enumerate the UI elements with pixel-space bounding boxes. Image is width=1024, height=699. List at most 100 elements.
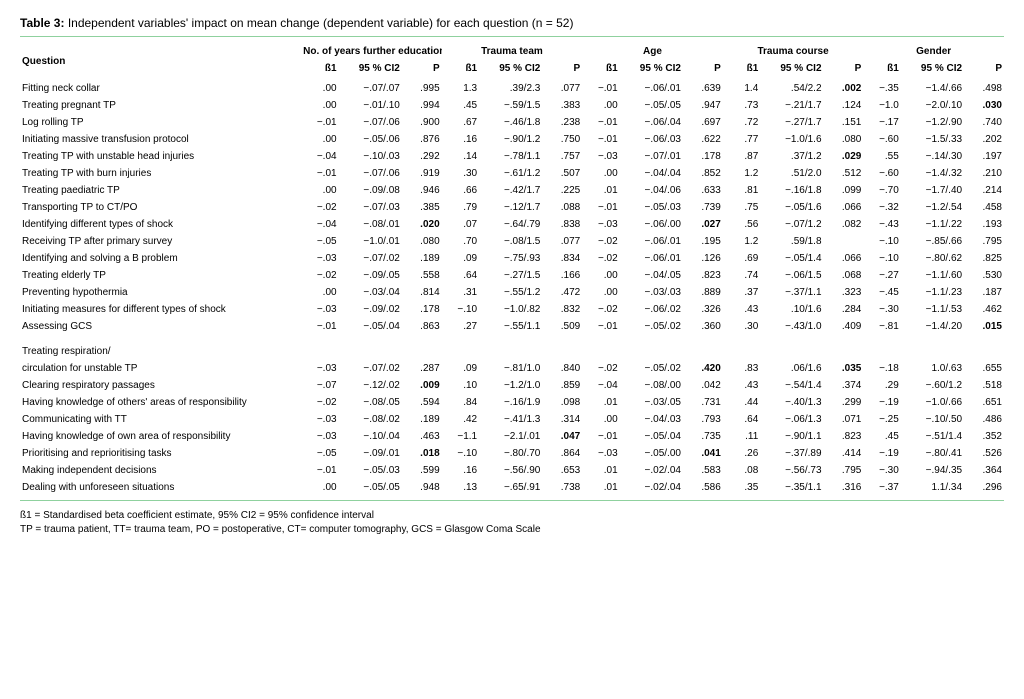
group-0: No. of years further education [301, 43, 442, 60]
bottom-rule [20, 500, 1004, 501]
value-cell: .00 [301, 284, 338, 301]
value-cell: .825 [964, 250, 1004, 267]
value-cell: .326 [683, 301, 723, 318]
question-cell: Assessing GCS [20, 318, 301, 335]
value-cell: .035 [824, 360, 864, 377]
value-cell: .166 [542, 267, 582, 284]
value-cell: .178 [683, 148, 723, 165]
value-cell: .071 [824, 411, 864, 428]
value-cell: −.25 [863, 411, 900, 428]
value-cell: .863 [402, 318, 442, 335]
col-question: Question [20, 43, 301, 80]
value-cell: −.12/1.7 [479, 199, 542, 216]
value-cell: .01 [582, 182, 619, 199]
footnotes: ß1 = Standardised beta coefficient estim… [20, 509, 1004, 537]
value-cell: −.02/.04 [620, 479, 683, 496]
value-cell: .45 [863, 428, 900, 445]
value-cell: −.90/1.2 [479, 131, 542, 148]
value-cell: −.18 [863, 360, 900, 377]
value-cell: −.10/.03 [339, 148, 402, 165]
value-cell: .195 [683, 233, 723, 250]
table-row: Treating pregnant TP.00−.01/.10.994.45−.… [20, 97, 1004, 114]
value-cell: .750 [542, 131, 582, 148]
value-cell: −.01 [301, 318, 338, 335]
value-cell: −.35 [863, 80, 900, 97]
value-cell [964, 343, 1004, 360]
value-cell [824, 233, 864, 250]
value-cell: .75 [723, 199, 760, 216]
value-cell: .66 [442, 182, 479, 199]
value-cell: .37/1.2 [760, 148, 823, 165]
value-cell: −.06/.01 [620, 233, 683, 250]
value-cell: .507 [542, 165, 582, 182]
sub-col: 95 % CI2 [339, 60, 402, 80]
value-cell: −.03/.04 [339, 284, 402, 301]
value-cell: .509 [542, 318, 582, 335]
question-cell: Prioritising and reprioritising tasks [20, 445, 301, 462]
value-cell: −.06/1.3 [760, 411, 823, 428]
value-cell: .287 [402, 360, 442, 377]
value-cell: −.46/1.8 [479, 114, 542, 131]
value-cell: −.09/.05 [339, 267, 402, 284]
value-cell: .323 [824, 284, 864, 301]
value-cell: .314 [542, 411, 582, 428]
value-cell: −.02/.04 [620, 462, 683, 479]
table-row: Having knowledge of others' areas of res… [20, 394, 1004, 411]
value-cell: .364 [964, 462, 1004, 479]
value-cell: −1.2/.54 [901, 199, 964, 216]
value-cell: .352 [964, 428, 1004, 445]
header-row-groups: Question No. of years further education … [20, 43, 1004, 60]
value-cell: −.04/.03 [620, 411, 683, 428]
value-cell: −.07/.02 [339, 250, 402, 267]
question-cell: Treating TP with unstable head injuries [20, 148, 301, 165]
value-cell: .583 [683, 462, 723, 479]
question-cell: Initiating measures for different types … [20, 301, 301, 318]
value-cell: −.01 [582, 199, 619, 216]
value-cell: .594 [402, 394, 442, 411]
question-cell: Having knowledge of others' areas of res… [20, 394, 301, 411]
table-row: Identifying and solving a B problem−.03−… [20, 250, 1004, 267]
value-cell: .793 [683, 411, 723, 428]
value-cell: .077 [542, 80, 582, 97]
question-cell: Treating elderly TP [20, 267, 301, 284]
value-cell: .00 [301, 80, 338, 97]
value-cell: .178 [402, 301, 442, 318]
value-cell: .42 [442, 411, 479, 428]
value-cell: −.27/1.5 [479, 267, 542, 284]
value-cell: .06/1.6 [760, 360, 823, 377]
value-cell: .995 [402, 80, 442, 97]
group-2: Age [582, 43, 723, 60]
value-cell: −.04 [301, 216, 338, 233]
value-cell: .202 [964, 131, 1004, 148]
value-cell: −.01/.10 [339, 97, 402, 114]
question-cell: Making independent decisions [20, 462, 301, 479]
value-cell: .099 [824, 182, 864, 199]
value-cell: .316 [824, 479, 864, 496]
value-cell: .558 [402, 267, 442, 284]
value-cell: −.05/.02 [620, 318, 683, 335]
sub-col: P [824, 60, 864, 80]
value-cell: −.06/.02 [620, 301, 683, 318]
value-cell: .697 [683, 114, 723, 131]
value-cell: −.30 [863, 301, 900, 318]
value-cell: .088 [542, 199, 582, 216]
value-cell: −.19 [863, 394, 900, 411]
value-cell: −1.4/.66 [901, 80, 964, 97]
value-cell [901, 343, 964, 360]
value-cell: 1.1/.34 [901, 479, 964, 496]
value-cell: −.05/.02 [620, 360, 683, 377]
value-cell: .639 [683, 80, 723, 97]
value-cell: −.07/.02 [339, 360, 402, 377]
value-cell: .462 [964, 301, 1004, 318]
value-cell: .00 [301, 131, 338, 148]
value-cell: .81 [723, 182, 760, 199]
value-cell: −.03 [301, 360, 338, 377]
value-cell: −.01 [582, 114, 619, 131]
value-cell: .832 [542, 301, 582, 318]
sub-col: P [402, 60, 442, 80]
value-cell: −.75/.93 [479, 250, 542, 267]
value-cell: .041 [683, 445, 723, 462]
value-cell: −.70 [863, 182, 900, 199]
value-cell: .67 [442, 114, 479, 131]
value-cell: −.12/.02 [339, 377, 402, 394]
